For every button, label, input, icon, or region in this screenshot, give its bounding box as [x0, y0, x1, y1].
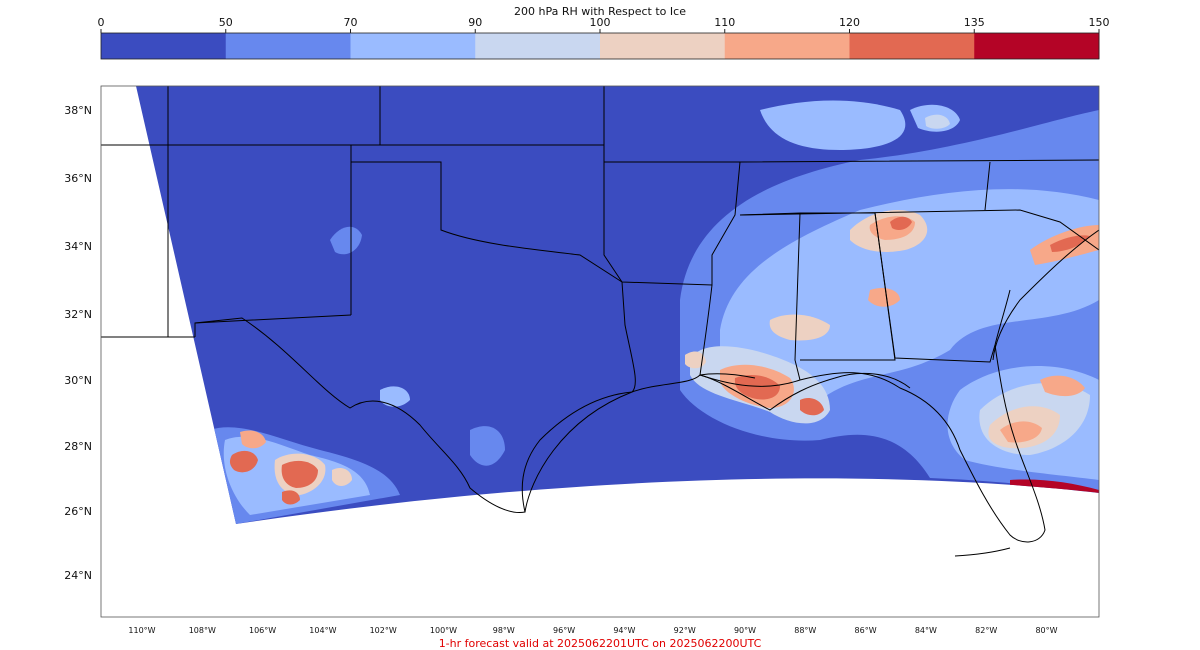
colorbar-tick-label: 0 [98, 16, 105, 29]
colorbar-swatch-5 [724, 33, 850, 59]
latitude-label: 24°N [64, 569, 92, 582]
colorbar-tick-label: 120 [839, 16, 860, 29]
longitude-label: 98°W [493, 626, 515, 635]
longitude-label: 94°W [613, 626, 635, 635]
colorbar-tick-label: 135 [964, 16, 985, 29]
colorbar-swatch-7 [974, 33, 1100, 59]
longitude-label: 110°W [128, 626, 155, 635]
latitude-labels: 38°N 36°N 34°N 32°N 30°N 28°N 26°N 24°N [64, 104, 92, 582]
longitude-label: 104°W [309, 626, 336, 635]
longitude-label: 100°W [430, 626, 457, 635]
colorbar-swatch-0 [101, 33, 227, 59]
forecast-valid-text: 1-hr forecast valid at 2025062201UTC on … [439, 637, 762, 650]
latitude-label: 30°N [64, 374, 92, 387]
colorbar-swatch-1 [225, 33, 351, 59]
latitude-label: 28°N [64, 440, 92, 453]
colorbar-tick-label: 50 [219, 16, 233, 29]
forecast-domain [136, 86, 1099, 524]
coastline [699, 229, 1099, 557]
longitude-label: 86°W [855, 626, 877, 635]
latitude-label: 32°N [64, 308, 92, 321]
longitude-label: 108°W [189, 626, 216, 635]
latitude-label: 38°N [64, 104, 92, 117]
map-frame [100, 85, 1100, 618]
colorbar-tick-label: 90 [468, 16, 482, 29]
colorbar-tick-label: 150 [1089, 16, 1110, 29]
colorbar-tick-label: 110 [714, 16, 735, 29]
longitude-label: 84°W [915, 626, 937, 635]
longitude-label: 80°W [1035, 626, 1057, 635]
state-boundaries [101, 86, 1099, 543]
longitude-label: 90°W [734, 626, 756, 635]
longitude-label: 102°W [370, 626, 397, 635]
colorbar-swatch-6 [849, 33, 975, 59]
longitude-labels: 110°W 108°W 106°W 104°W 102°W 100°W 98°W 96°W 94… [128, 626, 1057, 635]
longitude-label: 88°W [794, 626, 816, 635]
latitude-label: 34°N [64, 240, 92, 253]
colorbar-swatch-2 [350, 33, 476, 59]
rh-contours [210, 100, 1099, 524]
longitude-label: 92°W [674, 626, 696, 635]
colorbar-tick-label: 100 [590, 16, 611, 29]
colorbar-tick-label: 70 [344, 16, 358, 29]
latitude-label: 26°N [64, 505, 92, 518]
colorbar: 0 50 70 90 100 110 120 135 150 [98, 16, 1110, 60]
map-panel [101, 86, 1099, 617]
longitude-label: 82°W [975, 626, 997, 635]
latitude-label: 36°N [64, 172, 92, 185]
colorbar-swatch-4 [600, 33, 726, 59]
longitude-label: 106°W [249, 626, 276, 635]
colorbar-swatch-3 [475, 33, 601, 59]
longitude-label: 96°W [553, 626, 575, 635]
chart-title: 200 hPa RH with Respect to Ice [514, 5, 686, 18]
